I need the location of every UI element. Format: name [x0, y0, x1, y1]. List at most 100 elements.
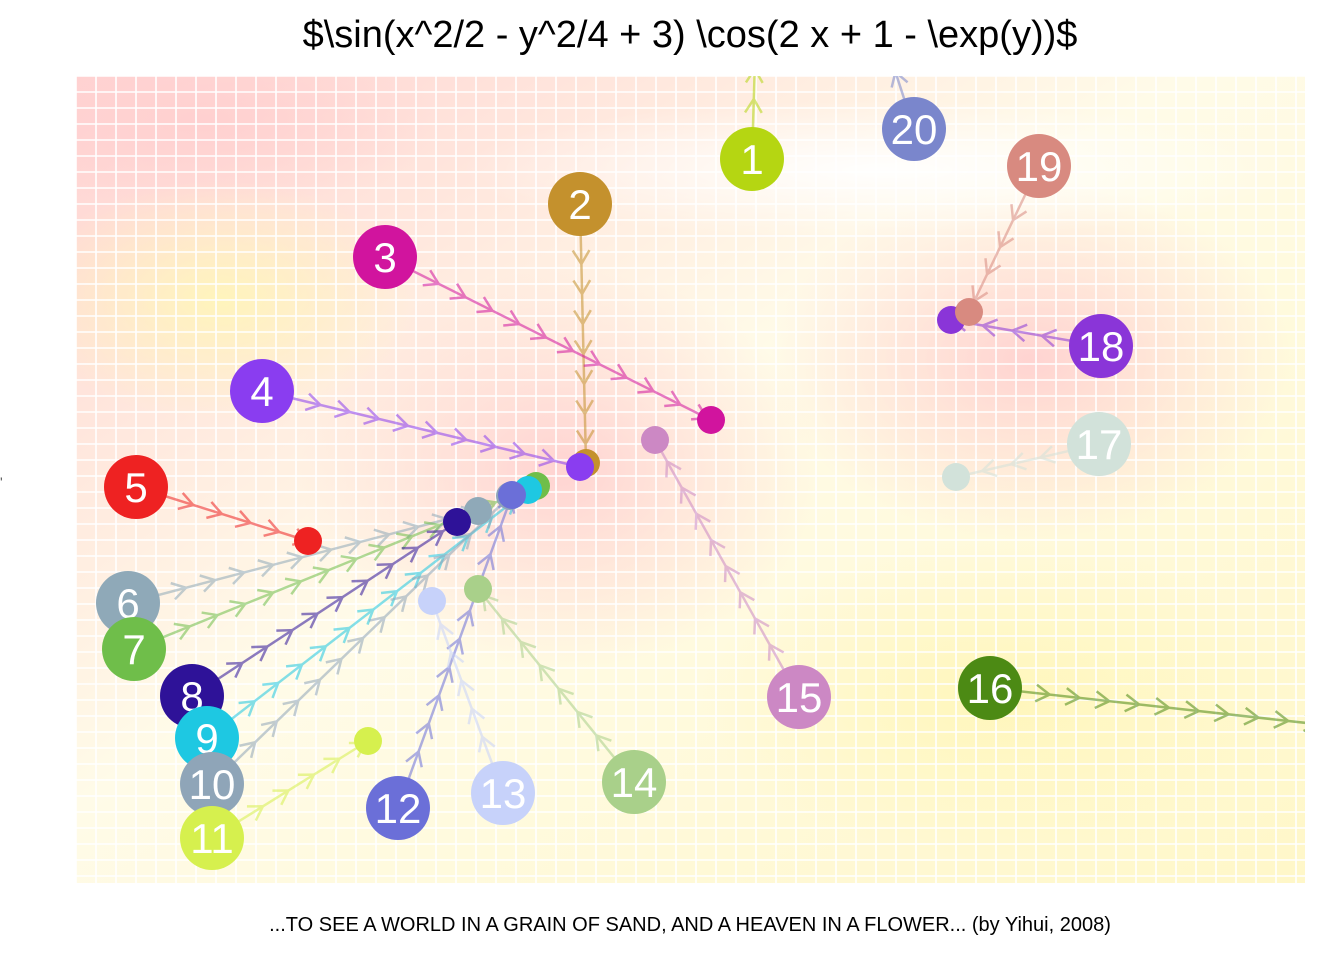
- marker-circle: [882, 97, 946, 161]
- heatmap-region: [460, 100, 1300, 240]
- trail-chevron: [1039, 328, 1058, 348]
- trail-line: [578, 203, 588, 464]
- marker-circle: [548, 172, 612, 236]
- marker-circle: [180, 806, 244, 870]
- marker-18: 18: [1069, 314, 1133, 378]
- trail-chevron: [421, 420, 440, 439]
- trail-chevron: [286, 551, 305, 570]
- trail-chevron: [344, 536, 363, 555]
- trail-chevron: [748, 9, 765, 23]
- trail-line: [477, 588, 635, 783]
- trail-chevron: [251, 645, 270, 662]
- trail-chevron: [347, 636, 365, 654]
- marker-label: 7: [122, 626, 145, 673]
- trail-chevron: [1243, 706, 1261, 726]
- trail-chevron: [315, 543, 334, 563]
- trail-chevron: [610, 363, 629, 381]
- marker-label: 11: [190, 815, 234, 862]
- trail-chevron: [767, 642, 785, 661]
- endpoint-11: [354, 727, 382, 755]
- trail-chevron: [679, 485, 697, 504]
- trail-chevron: [479, 434, 498, 453]
- trail-chevron: [276, 628, 295, 646]
- endpoint-14: [464, 575, 492, 603]
- trail-chevron: [519, 640, 537, 659]
- trail-chevron: [476, 296, 495, 314]
- trail-chevron: [538, 663, 556, 682]
- trail-chevron: [1038, 445, 1057, 464]
- trail-chevron: [401, 546, 420, 563]
- trail-chevron: [436, 621, 454, 641]
- trail-chevron: [206, 501, 225, 520]
- trail-line: [653, 439, 801, 698]
- trail-chevron: [425, 692, 444, 712]
- trail-chevron: [170, 581, 189, 601]
- marker-label: 1: [740, 136, 763, 183]
- trail-chevron: [368, 543, 387, 562]
- trail-chevron: [738, 590, 755, 609]
- marker-circle: [602, 750, 666, 814]
- marker-label: 12: [375, 785, 422, 832]
- marker-circle: [180, 752, 244, 816]
- trail-chevron: [390, 594, 408, 613]
- trail-chevron: [1008, 452, 1027, 471]
- trail-chevron: [979, 458, 998, 478]
- endpoint-15: [641, 426, 669, 454]
- heatmap-region: [76, 76, 440, 210]
- trail-chevron: [396, 532, 415, 550]
- marker-label: 2: [568, 181, 591, 228]
- marker-circle: [353, 225, 417, 289]
- trail-chevron: [594, 733, 612, 752]
- trail-chevron: [446, 636, 465, 655]
- trail-chevron: [538, 448, 557, 467]
- endpoint-3: [697, 406, 725, 434]
- trail-chevron: [450, 427, 469, 446]
- marker-16: 16: [958, 656, 1022, 720]
- trail-chevron: [1064, 687, 1082, 706]
- trail-chevron: [984, 258, 1002, 277]
- trail-chevron: [177, 492, 196, 511]
- trail-chevron: [1124, 693, 1142, 713]
- marker-label: 15: [776, 674, 823, 721]
- trail-chevron: [238, 699, 257, 717]
- trail-line: [211, 495, 511, 785]
- trail-chevron: [665, 459, 682, 478]
- trail-chevron: [272, 789, 291, 806]
- marker-label: 3: [373, 234, 396, 281]
- heatmap-region: [300, 270, 820, 670]
- trail-chevron: [1302, 714, 1305, 733]
- trail-line: [261, 389, 581, 469]
- marker-circle: [104, 455, 168, 519]
- trail-chevron: [529, 323, 549, 341]
- trail-chevron: [500, 616, 518, 635]
- trail-chevron: [415, 721, 434, 740]
- trail-chevron: [262, 681, 281, 699]
- marker-1: 1: [720, 127, 784, 191]
- trail-chevron: [575, 710, 593, 729]
- trail-chevron: [457, 678, 475, 697]
- trail-chevron: [368, 615, 387, 634]
- trail-chevron: [743, 96, 763, 114]
- trail-chevron: [583, 350, 602, 367]
- marker-label: 19: [1016, 143, 1063, 190]
- trail-chevron: [380, 589, 399, 607]
- trail-chevron: [422, 269, 441, 287]
- trail-chevron: [744, 76, 764, 84]
- trail-chevron: [304, 392, 323, 412]
- trail-chevron: [284, 577, 304, 595]
- trail-chevron: [575, 399, 594, 417]
- trail-chevron: [557, 686, 575, 705]
- endpoint-13: [418, 587, 446, 615]
- marker-3: 3: [353, 225, 417, 289]
- trail-chevron: [333, 626, 352, 644]
- marker-label: 13: [480, 770, 527, 817]
- trail-chevron: [449, 283, 468, 300]
- trail-chevron: [556, 336, 575, 354]
- trail-chevron: [340, 554, 359, 573]
- trail-chevron: [263, 519, 282, 538]
- trail-4: [261, 385, 581, 469]
- marker-15: 15: [767, 665, 831, 729]
- trail-chevron: [573, 339, 593, 357]
- marker-4: 4: [230, 359, 294, 423]
